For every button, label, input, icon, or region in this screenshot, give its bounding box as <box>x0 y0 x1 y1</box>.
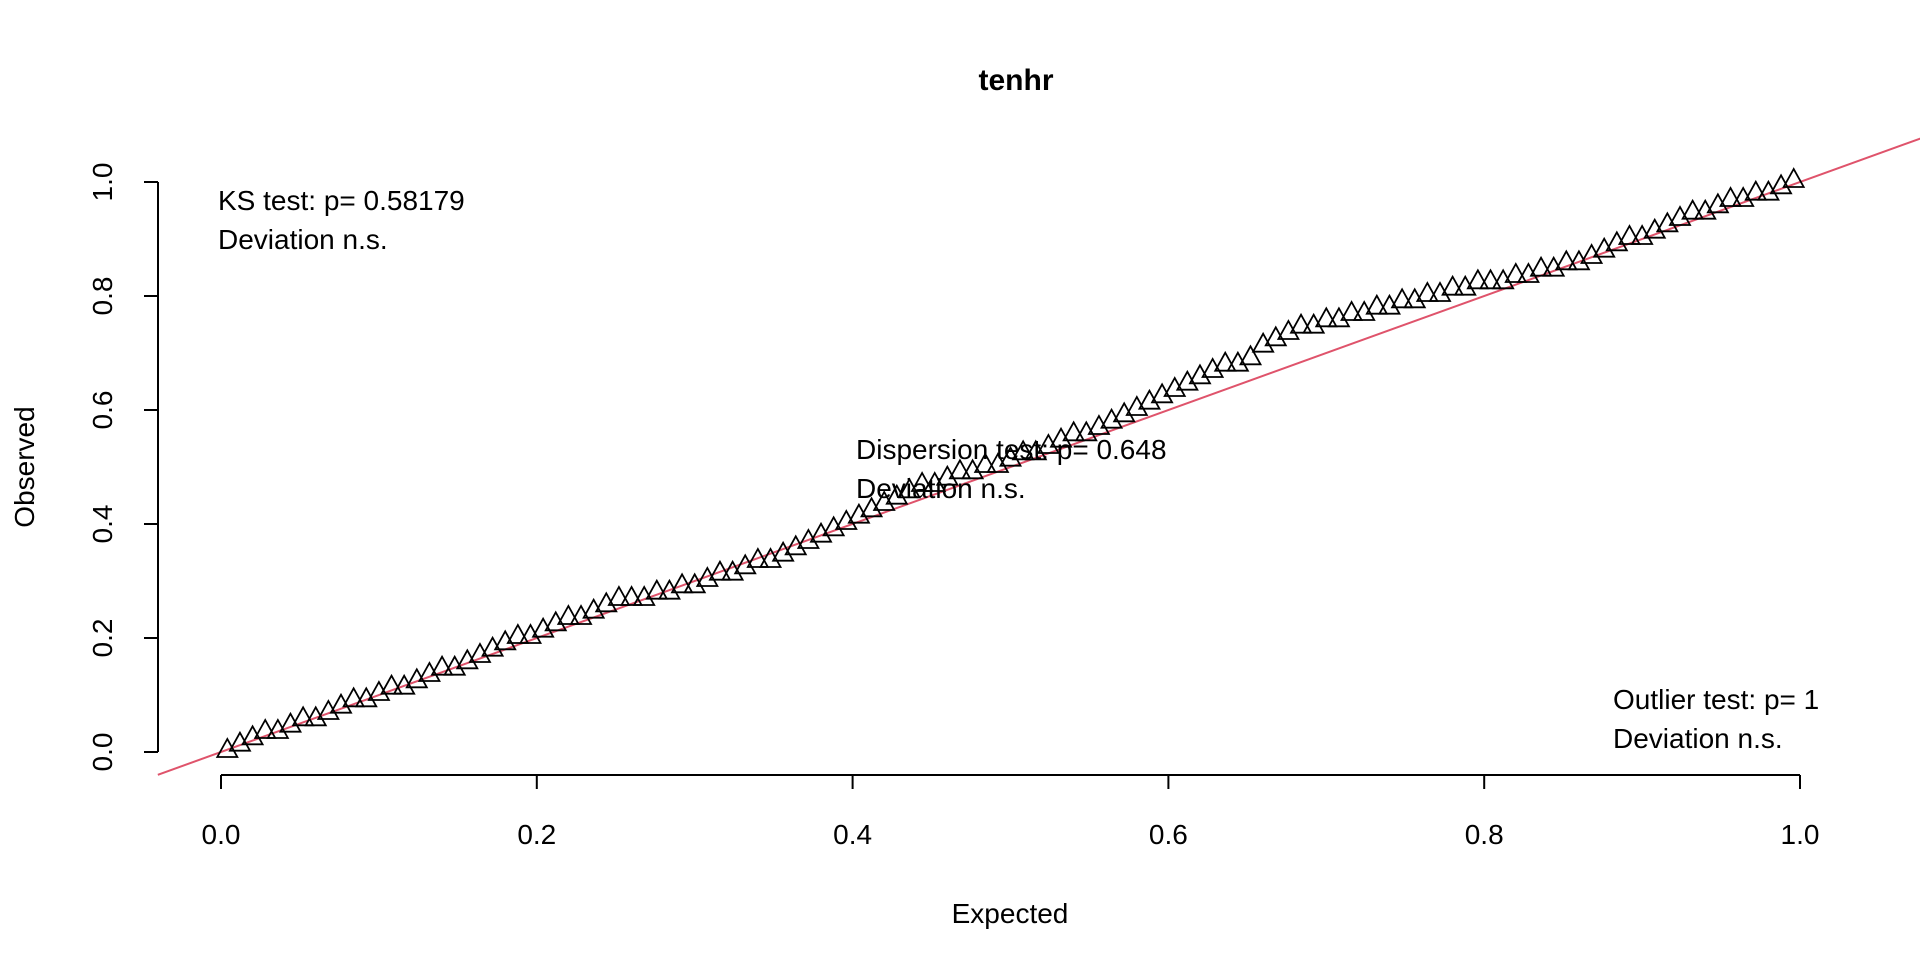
data-point <box>430 654 454 676</box>
data-point <box>1554 249 1578 271</box>
data-point <box>1289 312 1313 334</box>
y-axis-title: Observed <box>9 406 40 527</box>
data-points <box>215 167 1806 758</box>
y-tick-label: 0.8 <box>87 277 118 316</box>
x-tick-label: 0.0 <box>202 819 241 850</box>
chart-title: tenhr <box>979 64 1054 97</box>
data-point <box>506 623 530 644</box>
data-point <box>380 673 404 695</box>
x-tick-label: 0.2 <box>517 819 556 850</box>
reference-line <box>157 137 1920 776</box>
plot-area: 0.0 0.2 0.4 0.6 0.8 1.0 0.0 0.2 0.4 0.6 0.8 1.0 <box>87 137 1920 850</box>
data-point <box>746 547 770 568</box>
data-point <box>1011 439 1035 461</box>
data-point <box>1529 255 1553 277</box>
outlier-test-result: Outlier test: p= 1 <box>1613 684 1819 715</box>
data-point <box>670 572 694 594</box>
x-axis-ticks: 0.0 0.2 0.4 0.6 0.8 1.0 <box>202 775 1820 850</box>
data-point <box>342 686 366 708</box>
data-point <box>1062 420 1086 442</box>
dispersion-test-deviation: Deviation n.s. <box>856 473 1026 504</box>
data-point <box>1213 350 1237 372</box>
data-point <box>1617 224 1641 245</box>
data-point <box>1681 198 1705 220</box>
ks-test-annotation: KS test: p= 0.58179 Deviation n.s. <box>218 185 465 255</box>
data-point <box>1718 186 1743 207</box>
outlier-test-annotation: Outlier test: p= 1 Deviation n.s. <box>1613 684 1819 754</box>
data-point <box>1441 274 1465 296</box>
ks-test-deviation: Deviation n.s. <box>218 224 388 255</box>
y-tick-label: 0.4 <box>87 505 118 544</box>
data-point <box>708 559 732 581</box>
data-point <box>1238 344 1263 366</box>
ks-test-result: KS test: p= 0.58179 <box>218 185 465 216</box>
data-point <box>948 458 972 480</box>
data-point <box>1340 300 1364 321</box>
y-tick-label: 0.0 <box>87 733 118 772</box>
data-point <box>556 604 580 625</box>
data-point <box>253 718 277 739</box>
x-axis-title: Expected <box>952 898 1069 929</box>
data-point <box>1504 262 1528 283</box>
data-point <box>645 578 669 600</box>
data-point <box>910 471 934 492</box>
y-axis-ticks: 0.0 0.2 0.4 0.6 0.8 1.0 <box>87 163 158 772</box>
data-point <box>291 705 315 727</box>
data-point <box>1478 268 1503 290</box>
data-point <box>1415 281 1439 302</box>
data-point <box>620 585 644 606</box>
data-point <box>973 452 997 473</box>
data-point <box>1466 268 1490 290</box>
y-tick-label: 1.0 <box>87 163 118 202</box>
dispersion-test-result: Dispersion test: p= 0.648 <box>856 434 1167 465</box>
data-point <box>607 585 631 606</box>
data-point <box>1744 179 1768 201</box>
y-tick-label: 0.2 <box>87 619 118 658</box>
y-tick-label: 0.6 <box>87 391 118 430</box>
x-tick-label: 0.4 <box>833 819 872 850</box>
data-point <box>1390 287 1414 309</box>
outlier-test-deviation: Deviation n.s. <box>1613 723 1783 754</box>
dispersion-test-annotation: Dispersion test: p= 0.648 Deviation n.s. <box>856 434 1167 504</box>
x-tick-label: 1.0 <box>1781 819 1820 850</box>
x-tick-label: 0.8 <box>1465 819 1504 850</box>
data-point <box>1365 293 1389 315</box>
x-tick-label: 0.6 <box>1149 819 1188 850</box>
data-point <box>1314 306 1338 328</box>
data-point <box>1782 167 1806 188</box>
